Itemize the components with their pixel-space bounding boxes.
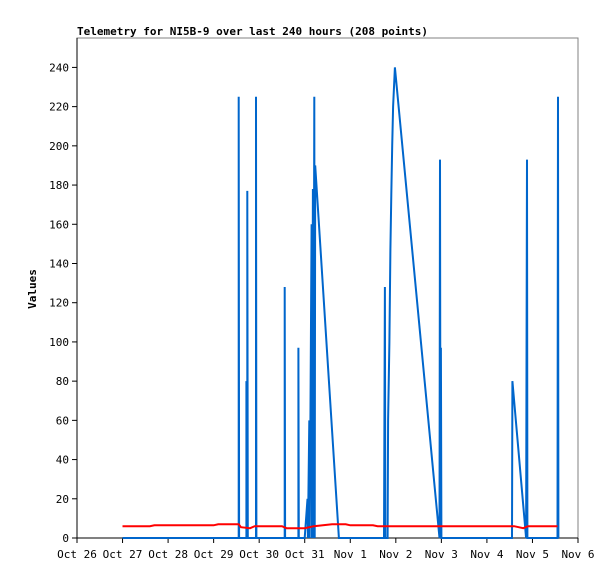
y-axis-label: Values	[26, 269, 39, 309]
x-tick-label: Oct 31	[285, 548, 325, 561]
y-tick-label: 220	[49, 101, 69, 114]
y-tick-label: 40	[56, 454, 69, 467]
x-tick-label: Nov 6	[561, 548, 594, 561]
x-tick-label: Oct 27	[103, 548, 143, 561]
series-layer	[122, 67, 560, 539]
y-tick-label: 160	[49, 218, 69, 231]
y-tick-label: 20	[56, 493, 69, 506]
plot-frame	[76, 37, 579, 539]
y-tick-label: 240	[49, 61, 69, 74]
x-tick-label: Nov 1	[334, 548, 367, 561]
series-line-2	[122, 523, 558, 530]
x-tick-label: Nov 3	[425, 548, 458, 561]
y-ticks: 0 20 40 60 80 100 120 140 160 180 200 220 240	[49, 61, 77, 545]
y-tick-label: 0	[62, 532, 69, 545]
x-tick-label: Nov 2	[379, 548, 412, 561]
x-tick-label: Oct 30	[239, 548, 279, 561]
x-tick-label: Nov 4	[470, 548, 503, 561]
x-tick-label: Oct 26	[57, 548, 97, 561]
x-tick-label: Oct 29	[194, 548, 234, 561]
y-tick-label: 60	[56, 414, 69, 427]
y-tick-label: 180	[49, 179, 69, 192]
y-tick-label: 100	[49, 336, 69, 349]
x-ticks: Oct 26 Oct 27 Oct 28 Oct 29 Oct 30 Oct 31 Nov …	[57, 538, 595, 561]
series-line-1	[122, 67, 560, 539]
y-tick-label: 200	[49, 140, 69, 153]
x-tick-label: Oct 28	[148, 548, 188, 561]
x-tick-label: Nov 5	[516, 548, 549, 561]
chart-title: Telemetry for NI5B-9 over last 240 hours…	[77, 25, 428, 38]
y-tick-label: 120	[49, 297, 69, 310]
y-tick-label: 80	[56, 375, 69, 388]
y-tick-label: 140	[49, 257, 69, 270]
